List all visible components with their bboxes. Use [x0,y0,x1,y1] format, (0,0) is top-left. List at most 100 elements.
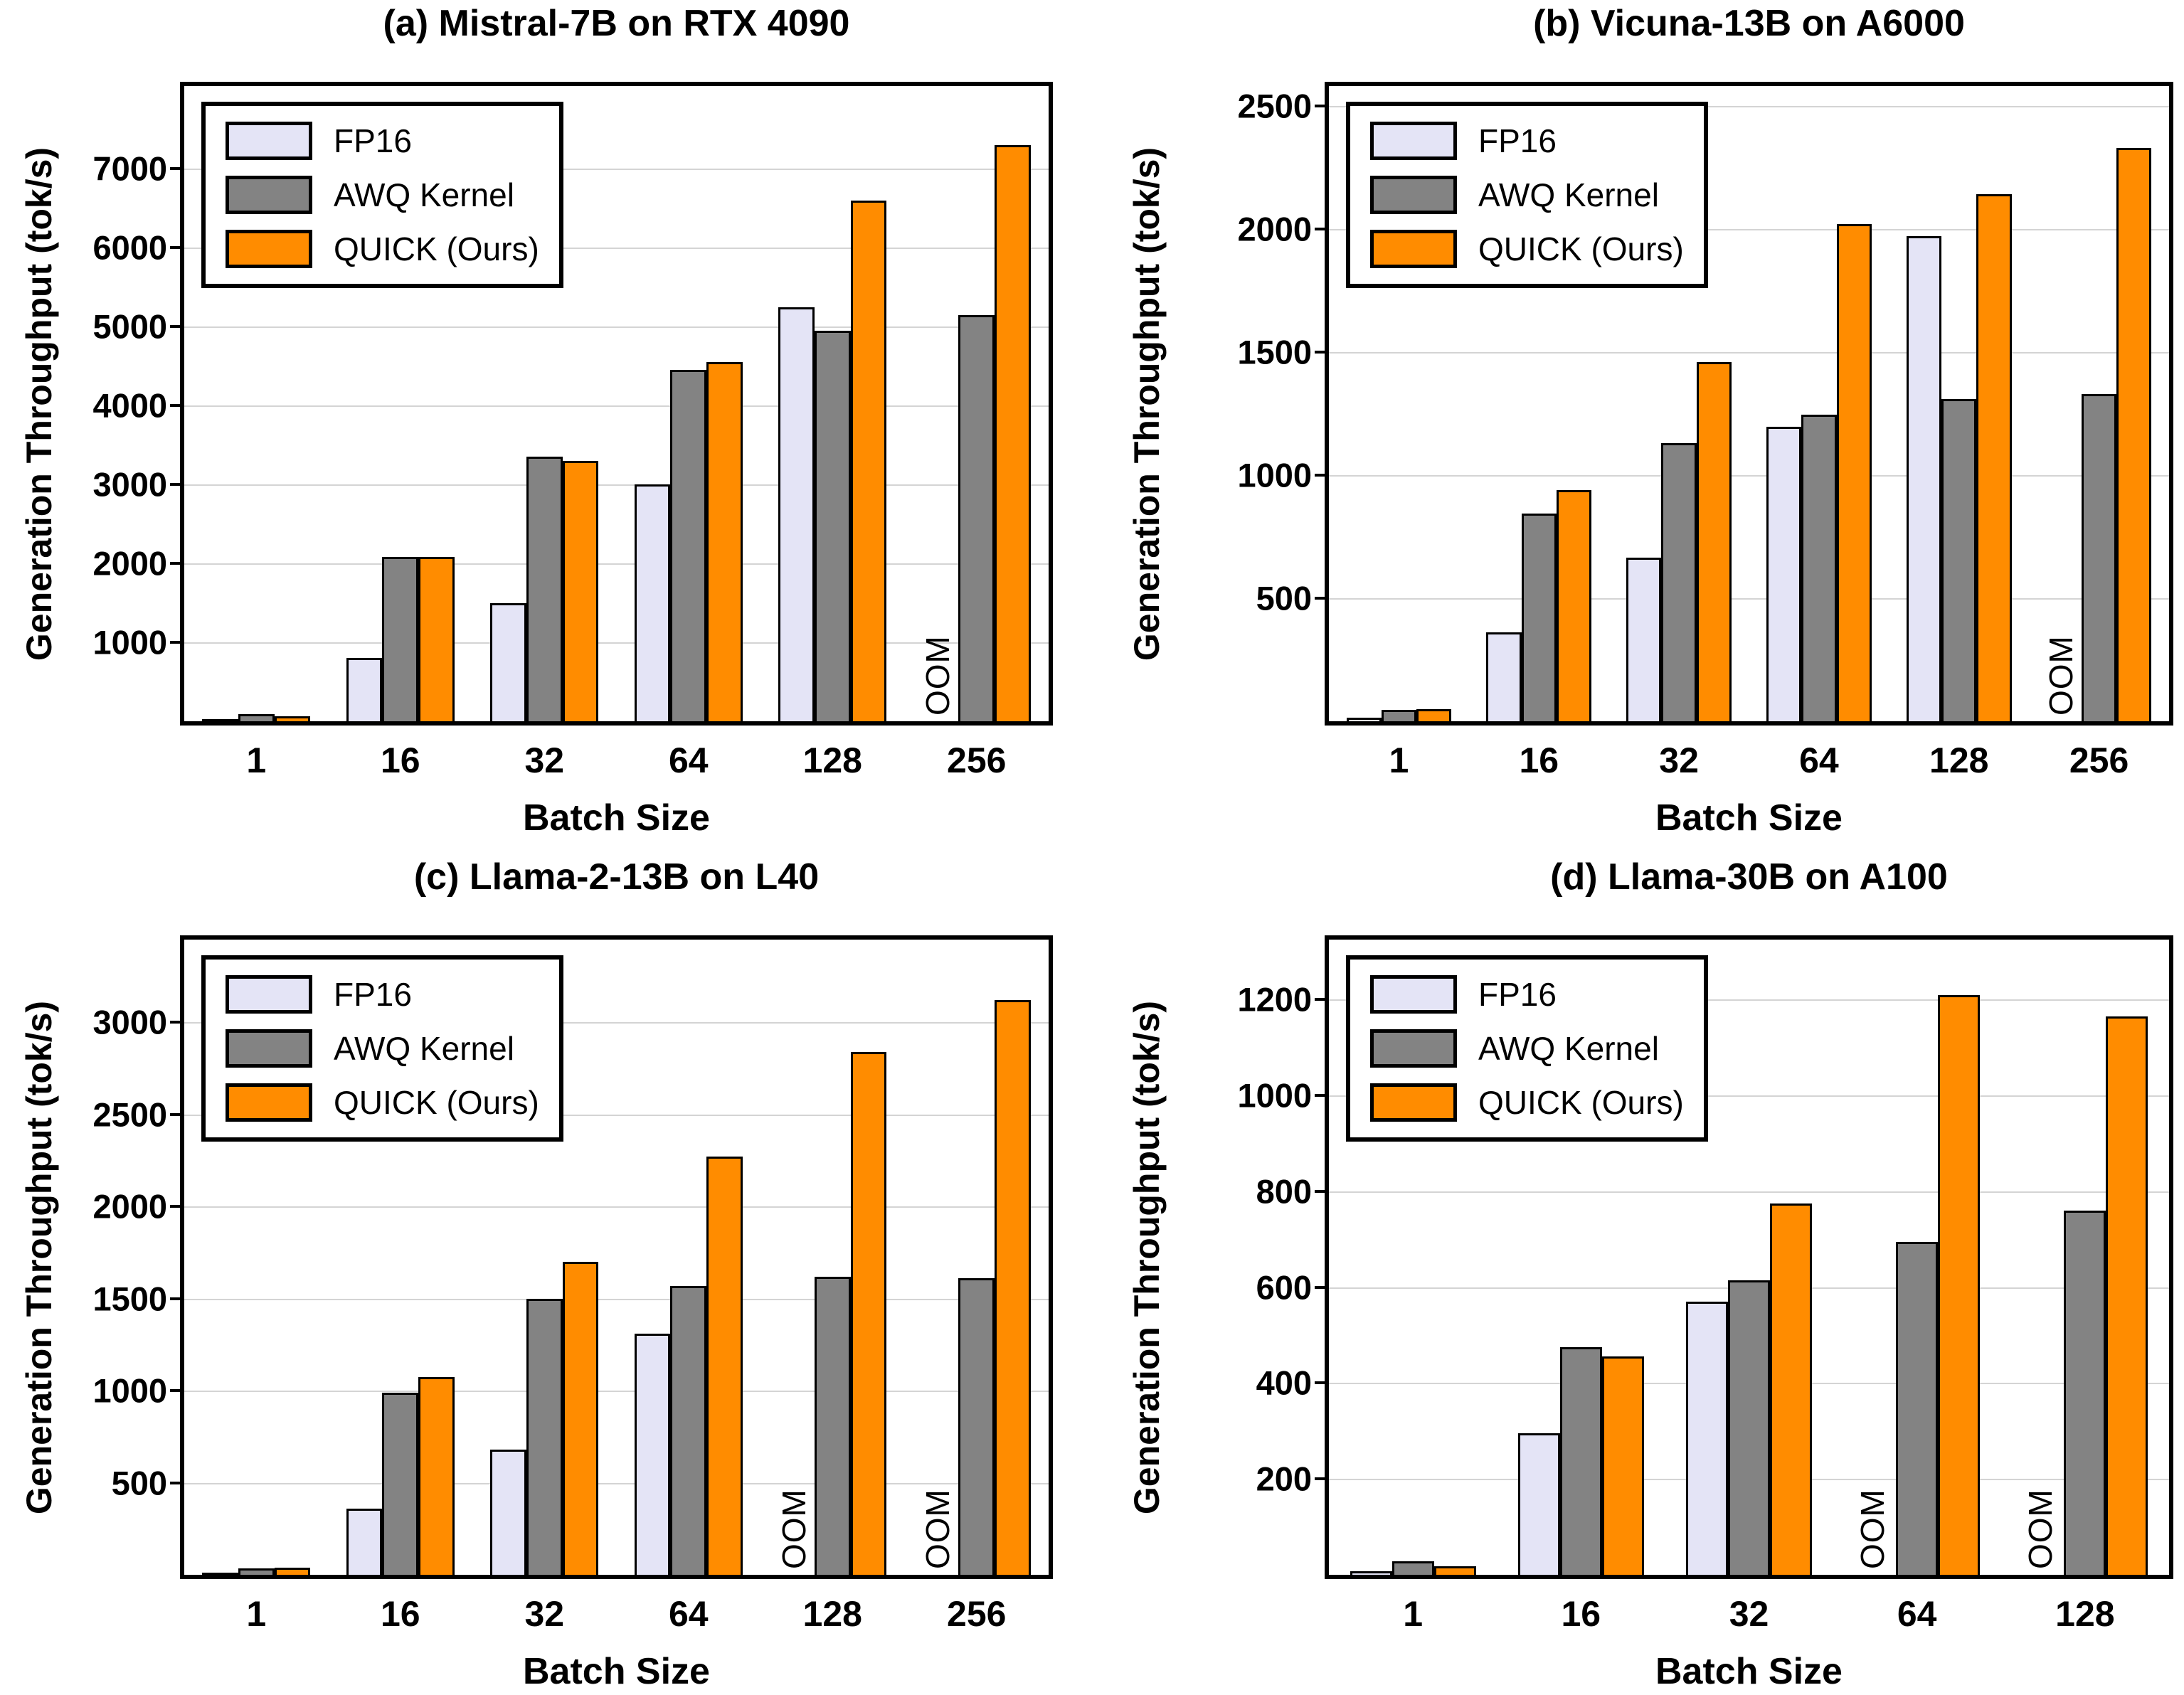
x-tick-label: 16 [380,740,420,780]
gridline [184,248,1049,250]
gridline [184,1114,1049,1116]
gridline [1329,1095,2169,1098]
gridline [184,1482,1049,1484]
legend: FP16 AWQ Kernel QUICK (Ours) [201,955,563,1142]
bar-awq-kernel-bs256 [2081,393,2117,721]
y-tick-mark [170,1205,180,1208]
bar-awq-kernel-bs1 [238,1568,275,1575]
legend: FP16 AWQ Kernel QUICK (Ours) [1346,102,1708,288]
bar-quick-ours--bs32 [1696,361,1732,721]
gridline [184,484,1049,487]
legend-swatch-awq-kernel [1370,176,1457,214]
legend-swatch-fp16 [1370,975,1457,1014]
x-tick-label: 32 [524,1594,565,1634]
plot-area: 200 400 600 800 1000 1200 1 16 32 64 128 OOM OOM FP16… [1237,935,2173,1634]
y-tick-label: 1000 [1237,456,1312,494]
legend-row: FP16 [1370,122,1684,160]
bar-awq-kernel-bs32 [526,1298,563,1575]
gridline [184,563,1049,565]
bar-quick-ours--bs16 [1601,1356,1644,1575]
y-tick-label: 1000 [92,1371,167,1410]
bar-fp16-bs32 [1685,1301,1728,1575]
bar-awq-kernel-bs16 [382,557,419,721]
x-tick-label: 16 [1519,740,1559,780]
y-tick-mark [1315,1189,1325,1193]
legend-label: QUICK (Ours) [334,230,539,267]
bar-fp16-bs1 [1346,717,1382,721]
legend-label: FP16 [334,976,412,1013]
y-tick-label: 7000 [92,149,167,188]
y-tick-label: 2000 [92,1187,167,1226]
y-tick-mark [1315,1381,1325,1385]
gridline [1329,474,2169,477]
y-tick-label: 6000 [92,228,167,267]
bar-quick-ours--bs1 [274,716,311,721]
gridline [184,405,1049,408]
y-tick-mark [170,1389,180,1393]
y-tick-label: 3000 [92,465,167,504]
bar-fp16-bs16 [1486,632,1522,721]
y-tick-mark [170,325,180,329]
y-tick-label: 400 [1256,1364,1312,1402]
y-tick-label: 1200 [1237,980,1312,1019]
bar-fp16-bs64 [1766,427,1802,721]
x-tick-label: 32 [1659,740,1699,780]
bar-quick-ours--bs1 [274,1568,311,1575]
legend-row: AWQ Kernel [226,176,539,214]
gridline [184,1022,1049,1024]
legend-label: FP16 [1478,976,1557,1013]
y-tick-label: 1500 [92,1280,167,1318]
y-tick-label: 4000 [92,386,167,425]
bar-awq-kernel-bs16 [1559,1346,1602,1575]
y-tick-mark [170,404,180,408]
legend-label: AWQ Kernel [334,1030,514,1067]
bar-quick-ours--bs64 [706,362,743,721]
bar-fp16-bs128 [778,307,815,721]
bar-quick-ours--bs16 [418,1376,455,1575]
y-tick-label: 3000 [92,1003,167,1041]
gridline [1329,228,2169,230]
x-tick-label: 16 [1561,1594,1601,1634]
bar-quick-ours--bs32 [562,460,599,721]
bar-quick-ours--bs16 [418,557,455,721]
legend-row: FP16 [226,122,539,160]
bar-awq-kernel-bs128 [814,1276,851,1575]
y-tick-label: 1500 [1237,333,1312,371]
y-tick-mark [1315,1477,1325,1481]
y-tick-mark [1315,1094,1325,1098]
oom-label: OOM [2021,1489,2059,1569]
bar-fp16-bs16 [346,1508,383,1575]
y-tick-mark [170,1481,180,1484]
bar-fp16-bs1 [202,1572,238,1575]
gridline [1329,105,2169,107]
gridline [184,169,1049,171]
legend-label: AWQ Kernel [1478,176,1659,213]
y-tick-mark [170,562,180,565]
x-tick-label: 256 [947,1594,1007,1634]
x-tick-label: 256 [2069,740,2129,780]
legend-label: QUICK (Ours) [334,1084,539,1121]
bar-fp16-bs16 [346,658,383,721]
bar-fp16-bs128 [1906,236,1942,721]
bar-fp16-bs64 [634,1333,671,1575]
legend-label: QUICK (Ours) [1478,230,1684,267]
bar-awq-kernel-bs128 [814,330,851,721]
legend-swatch-fp16 [226,975,312,1014]
x-tick-label: 64 [668,1594,709,1634]
y-tick-label: 1000 [92,623,167,661]
bar-awq-kernel-bs64 [670,370,707,721]
gridline [1329,1191,2169,1193]
x-axis-label: Batch Size [523,1651,710,1692]
bar-awq-kernel-bs256 [958,314,995,721]
bar-quick-ours--bs64 [1836,223,1872,721]
y-tick-mark [1315,1285,1325,1289]
gridline [184,1391,1049,1393]
legend-row: QUICK (Ours) [1370,230,1684,268]
legend-row: FP16 [1370,975,1684,1014]
x-tick-label: 64 [1799,740,1839,780]
gridline [1329,999,2169,1001]
y-tick-mark [170,1112,180,1116]
legend-swatch-awq-kernel [226,176,312,214]
bar-quick-ours--bs128 [850,1051,887,1575]
